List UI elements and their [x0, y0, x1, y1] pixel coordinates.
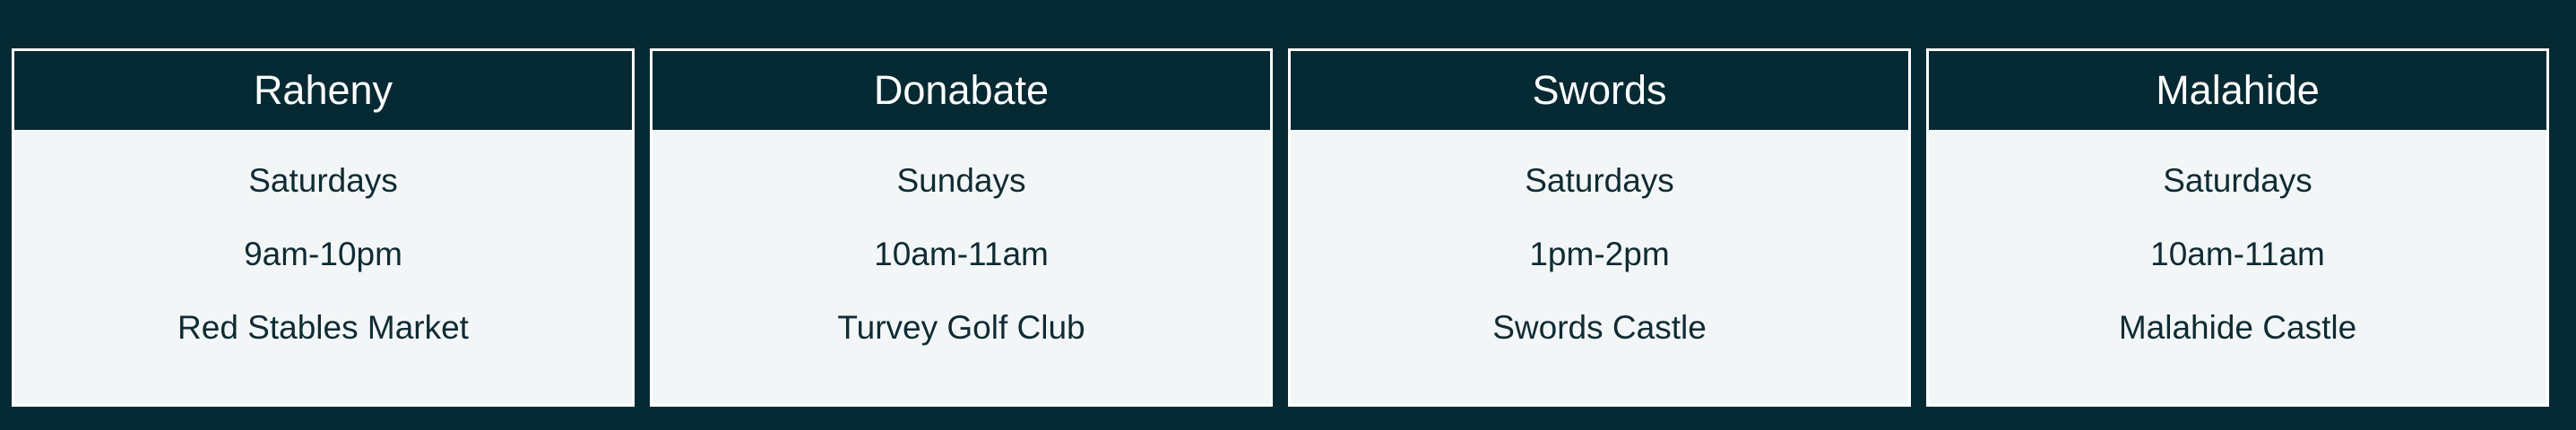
market-time: 10am-11am	[2150, 236, 2325, 272]
market-card-malahide: Malahide Saturdays 10am-11am Malahide Ca…	[1926, 48, 2549, 407]
market-card-swords: Swords Saturdays 1pm-2pm Swords Castle	[1288, 48, 1911, 407]
market-venue: Malahide Castle	[2118, 309, 2357, 346]
market-card-details: Sundays 10am-11am Turvey Golf Club	[653, 130, 1270, 404]
market-card-details: Saturdays 9am-10pm Red Stables Market	[14, 130, 632, 404]
market-time: 9am-10pm	[244, 236, 402, 272]
market-card-title: Swords	[1291, 51, 1908, 130]
market-card-title: Raheny	[14, 51, 632, 130]
market-card-details: Saturdays 10am-11am Malahide Castle	[1929, 130, 2546, 404]
market-card-title: Donabate	[653, 51, 1270, 130]
market-cards: Raheny Saturdays 9am-10pm Red Stables Ma…	[12, 48, 2550, 407]
market-card-donabate: Donabate Sundays 10am-11am Turvey Golf C…	[650, 48, 1273, 407]
market-venue: Swords Castle	[1492, 309, 1707, 346]
market-venue: Turvey Golf Club	[837, 309, 1085, 346]
market-day: Sundays	[896, 162, 1026, 199]
market-day: Saturdays	[2163, 162, 2312, 199]
market-day: Saturdays	[248, 162, 398, 199]
market-card-raheny: Raheny Saturdays 9am-10pm Red Stables Ma…	[12, 48, 635, 407]
market-card-title: Malahide	[1929, 51, 2546, 130]
market-venue: Red Stables Market	[177, 309, 469, 346]
market-time: 1pm-2pm	[1529, 236, 1670, 272]
market-time: 10am-11am	[874, 236, 1049, 272]
market-day: Saturdays	[1525, 162, 1674, 199]
market-card-details: Saturdays 1pm-2pm Swords Castle	[1291, 130, 1908, 404]
